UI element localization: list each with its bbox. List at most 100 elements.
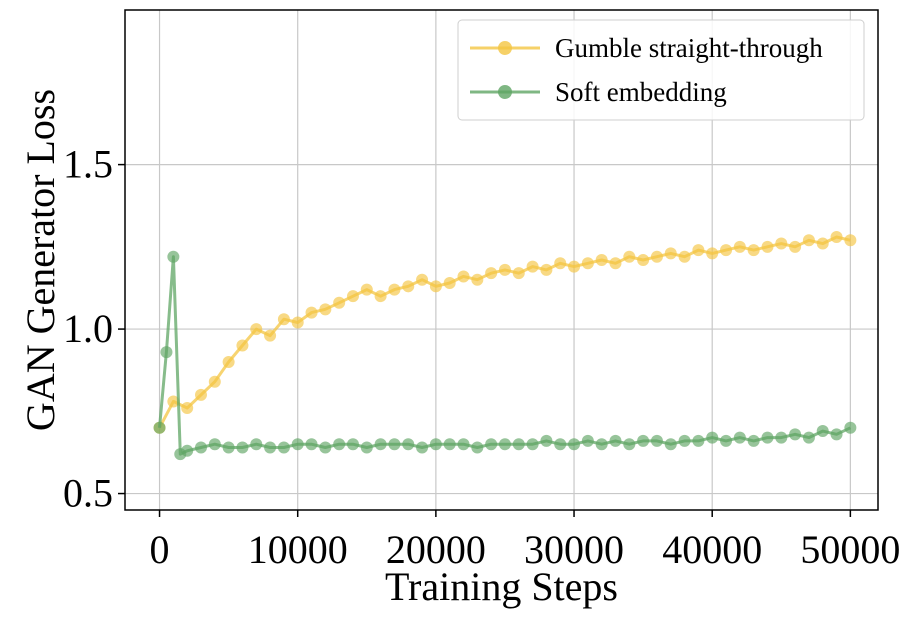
data-point (830, 428, 843, 441)
data-point (277, 313, 290, 326)
data-point (457, 270, 470, 283)
data-point (595, 438, 608, 451)
data-point (512, 267, 525, 280)
data-point (429, 280, 442, 293)
y-tick-label: 1.0 (63, 306, 113, 351)
data-point (609, 434, 622, 447)
legend-marker-soft (498, 85, 512, 99)
data-point (595, 254, 608, 266)
data-point (181, 402, 194, 415)
data-point (167, 250, 180, 263)
y-tick-label: 1.5 (63, 142, 113, 187)
data-point (319, 303, 332, 316)
x-tick-label: 50000 (800, 527, 900, 572)
data-point (194, 441, 207, 454)
data-point (512, 438, 525, 451)
series-line (158, 255, 852, 456)
data-point (167, 395, 180, 408)
data-point (333, 438, 346, 451)
data-point (581, 434, 594, 447)
data-point (692, 244, 705, 257)
data-point (208, 438, 221, 451)
data-point (526, 260, 539, 273)
data-point (388, 283, 401, 296)
data-point (720, 434, 733, 447)
data-point (236, 441, 249, 454)
data-point (250, 323, 263, 336)
data-point (761, 431, 774, 444)
data-point (844, 421, 857, 434)
data-point (388, 438, 401, 451)
data-point (498, 438, 511, 451)
data-point (160, 346, 173, 359)
data-point (650, 250, 663, 263)
x-tick-label: 0 (150, 527, 170, 572)
x-axis-label: Training Steps (385, 564, 618, 609)
x-tick-label: 10000 (248, 527, 348, 572)
x-tick-label: 40000 (662, 527, 762, 572)
data-point (540, 263, 553, 276)
data-point (236, 339, 249, 352)
data-point (305, 306, 318, 319)
data-point (222, 355, 235, 368)
data-point (568, 438, 581, 451)
axis-ticks: 0 10000 20000 30000 40000 50000 0.5 1.0 1.5 (63, 142, 900, 572)
data-point (692, 434, 705, 447)
data-point (153, 421, 166, 434)
data-point (250, 438, 263, 451)
data-point (816, 425, 829, 438)
data-point (844, 234, 857, 247)
data-point (789, 240, 802, 253)
data-point (775, 431, 788, 444)
data-point (360, 441, 373, 454)
data-point (402, 280, 415, 293)
data-point (581, 257, 594, 270)
data-point (333, 296, 346, 309)
data-point (291, 438, 304, 451)
data-point (706, 247, 719, 260)
y-tick-label: 0.5 (63, 471, 113, 516)
data-point (789, 428, 802, 441)
data-point (623, 438, 636, 451)
data-point (374, 290, 387, 303)
data-point (802, 431, 815, 444)
data-point (471, 273, 484, 286)
data-point (402, 438, 415, 451)
data-point (747, 434, 760, 447)
data-point (733, 240, 746, 253)
x-tick-label: 20000 (386, 527, 486, 572)
data-point (181, 444, 194, 457)
data-point (540, 434, 553, 447)
data-point (761, 240, 774, 253)
data-point (471, 441, 484, 454)
data-point (443, 438, 456, 451)
legend-label-soft: Soft embedding (555, 77, 727, 107)
data-point (816, 237, 829, 250)
data-point (830, 230, 843, 243)
series-layer (153, 230, 857, 461)
legend-marker-gumble (498, 41, 512, 55)
data-point (733, 431, 746, 444)
data-point (664, 438, 677, 451)
data-point (720, 244, 733, 257)
data-point (485, 267, 498, 280)
data-point (346, 290, 359, 303)
data-point (264, 441, 277, 454)
data-point (747, 244, 760, 257)
data-point (374, 438, 387, 451)
data-point (346, 438, 359, 451)
legend-box (457, 19, 865, 121)
data-point (609, 257, 622, 270)
data-point (554, 257, 567, 270)
data-point (194, 388, 207, 401)
series-0 (153, 230, 857, 434)
data-point (360, 283, 373, 296)
data-point (222, 441, 235, 454)
plot-frame (124, 9, 879, 511)
y-axis-label: GAN Generator Loss (18, 89, 63, 431)
data-point (277, 441, 290, 454)
data-point (637, 254, 650, 266)
data-point (568, 260, 581, 273)
data-point (291, 316, 304, 329)
